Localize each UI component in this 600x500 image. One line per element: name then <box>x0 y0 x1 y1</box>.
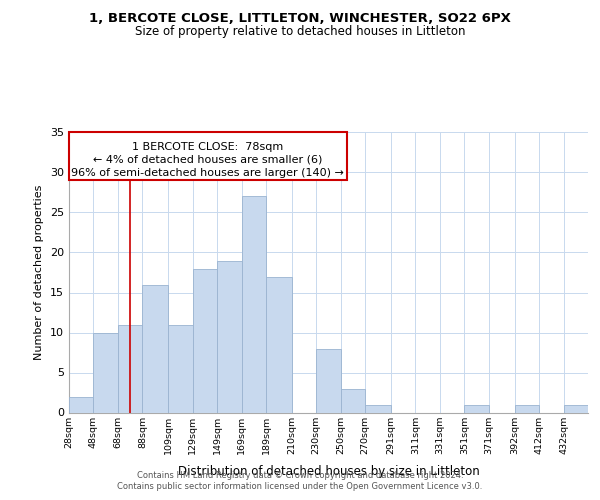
Bar <box>118 324 142 412</box>
Bar <box>94 332 118 412</box>
Text: 96% of semi-detached houses are larger (140) →: 96% of semi-detached houses are larger (… <box>71 168 344 178</box>
Bar <box>341 388 365 412</box>
Bar <box>193 268 217 412</box>
Bar <box>464 404 489 412</box>
X-axis label: Distribution of detached houses by size in Littleton: Distribution of detached houses by size … <box>178 465 479 478</box>
Text: 1, BERCOTE CLOSE, LITTLETON, WINCHESTER, SO22 6PX: 1, BERCOTE CLOSE, LITTLETON, WINCHESTER,… <box>89 12 511 26</box>
Bar <box>142 284 168 412</box>
FancyBboxPatch shape <box>69 132 347 180</box>
Text: Contains HM Land Registry data © Crown copyright and database right 2024.: Contains HM Land Registry data © Crown c… <box>137 471 463 480</box>
Bar <box>242 196 266 412</box>
Bar <box>515 404 539 412</box>
Bar <box>563 404 588 412</box>
Text: 1 BERCOTE CLOSE:  78sqm: 1 BERCOTE CLOSE: 78sqm <box>133 142 284 152</box>
Y-axis label: Number of detached properties: Number of detached properties <box>34 185 44 360</box>
Bar <box>168 324 193 412</box>
Text: Size of property relative to detached houses in Littleton: Size of property relative to detached ho… <box>135 25 465 38</box>
Bar <box>69 396 94 412</box>
Text: ← 4% of detached houses are smaller (6): ← 4% of detached houses are smaller (6) <box>93 155 323 165</box>
Text: Contains public sector information licensed under the Open Government Licence v3: Contains public sector information licen… <box>118 482 482 491</box>
Bar <box>316 348 341 412</box>
Bar <box>365 404 391 412</box>
Bar <box>217 260 242 412</box>
Bar <box>266 276 292 412</box>
